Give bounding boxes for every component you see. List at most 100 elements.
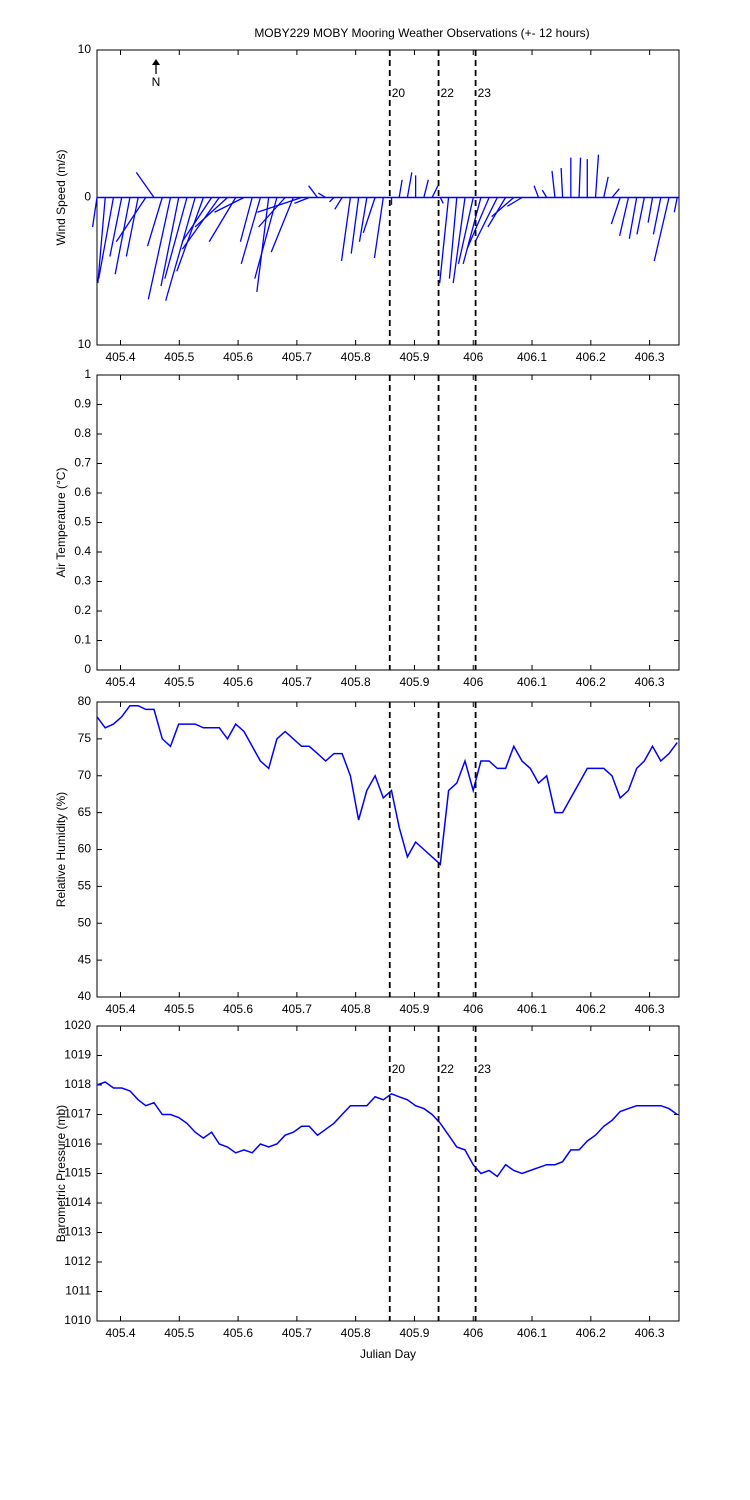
wind-stick	[457, 197, 474, 265]
x-tick-label: 406.1	[517, 1002, 547, 1016]
wind-stick	[491, 197, 515, 218]
y-tick-label: 0.5	[74, 515, 91, 529]
x-tick-label: 405.7	[282, 1002, 312, 1016]
wind-stick	[176, 197, 205, 272]
y-tick-label: 1018	[64, 1077, 91, 1091]
wind-stick	[373, 197, 384, 259]
x-tick-label: 405.4	[105, 1326, 135, 1340]
north-label: N	[152, 75, 161, 89]
wind-stick	[97, 197, 106, 284]
wind-stick	[439, 197, 444, 204]
y-axis-label: Relative Humidity (%)	[54, 792, 68, 907]
wind-stick	[506, 196, 523, 207]
x-tick-label: 405.9	[399, 1326, 429, 1340]
wind-stick	[610, 197, 621, 225]
x-tick-label: 406.3	[635, 675, 665, 689]
x-tick-label: 405.8	[341, 1002, 371, 1016]
wind-stick	[636, 197, 645, 235]
wind-stick	[194, 197, 228, 228]
wind-stick	[114, 197, 131, 275]
wind-stick	[439, 197, 450, 284]
y-tick-label: 1013	[64, 1225, 91, 1239]
wind-stick	[466, 197, 490, 250]
wind-stick	[652, 197, 662, 235]
wind-stick	[406, 172, 413, 198]
y-tick-label: 45	[78, 952, 92, 966]
wind-stick	[448, 197, 458, 279]
wind-stick	[578, 157, 582, 198]
wind-stick	[165, 197, 196, 301]
y-tick-label: 0.2	[74, 603, 91, 617]
y-tick-label: 1016	[64, 1136, 91, 1150]
event-label: 23	[478, 86, 492, 100]
y-tick-label: 75	[78, 731, 92, 745]
x-tick-label: 405.4	[105, 1002, 135, 1016]
wind-stick	[452, 197, 466, 284]
x-tick-label: 405.9	[399, 350, 429, 364]
wind-stick	[98, 197, 115, 279]
wind-stick	[135, 172, 155, 198]
x-tick-label: 406.3	[635, 350, 665, 364]
x-tick-label: 406.1	[517, 1326, 547, 1340]
wind-stick	[91, 197, 98, 228]
y-tick-label: 0.7	[74, 456, 91, 470]
wind-stick	[109, 197, 123, 257]
y-tick-label: 0.8	[74, 426, 91, 440]
wind-stick	[462, 197, 482, 265]
x-tick-label: 405.4	[105, 350, 135, 364]
y-tick-label: 0.1	[74, 633, 91, 647]
y-tick-label: 55	[78, 879, 92, 893]
x-tick-label: 405.5	[164, 675, 194, 689]
wind-stick	[317, 192, 327, 199]
wind-stick	[208, 197, 237, 243]
wind-stick	[560, 167, 564, 198]
x-tick-label: 405.6	[223, 1002, 253, 1016]
wind-stick	[125, 197, 139, 257]
y-axis-label: Barometric Pressure (mb)	[54, 1105, 68, 1242]
wind-stick	[146, 197, 163, 247]
chart-title: MOBY229 MOBY Mooring Weather Observation…	[254, 26, 589, 40]
wind-stick	[147, 197, 172, 300]
wind-stick	[350, 197, 360, 254]
x-tick-label: 405.5	[164, 350, 194, 364]
plot-area	[96, 374, 680, 671]
wind-stick	[160, 197, 180, 287]
x-tick-label: 406.1	[517, 350, 547, 364]
data-line	[96, 1081, 678, 1178]
wind-stick	[240, 197, 262, 265]
event-label: 20	[392, 1062, 406, 1076]
wind-stick	[294, 196, 310, 205]
y-tick-label: 60	[78, 842, 92, 856]
y-tick-label: 1019	[64, 1048, 91, 1062]
wind-stick	[239, 197, 253, 242]
wind-stick	[164, 197, 188, 279]
data-line	[96, 704, 678, 866]
x-tick-label: 405.9	[399, 675, 429, 689]
event-label: 20	[392, 86, 406, 100]
y-tick-label: 1014	[64, 1195, 91, 1209]
x-tick-label: 406	[463, 350, 483, 364]
wind-stick	[474, 197, 498, 243]
wind-stick	[673, 197, 678, 213]
event-label: 22	[441, 1062, 455, 1076]
wind-stick	[257, 196, 302, 213]
x-tick-label: 406.2	[576, 350, 606, 364]
wind-stick	[647, 197, 654, 223]
wind-stick	[611, 188, 620, 198]
x-tick-label: 406.2	[576, 1002, 606, 1016]
wind-stick	[270, 197, 294, 253]
y-tick-label: 1011	[65, 1284, 91, 1298]
x-tick-label: 405.9	[399, 1002, 429, 1016]
x-tick-label: 406.2	[576, 675, 606, 689]
y-tick-label: 65	[78, 805, 92, 819]
x-tick-label: 405.8	[341, 350, 371, 364]
wind-stick	[258, 197, 286, 228]
x-tick-label: 405.7	[282, 675, 312, 689]
y-tick-label: 10	[78, 337, 92, 351]
event-label: 23	[478, 1062, 492, 1076]
wind-stick	[398, 179, 403, 198]
x-tick-label: 406.3	[635, 1326, 665, 1340]
wind-stick	[329, 197, 335, 203]
wind-stick	[340, 197, 352, 262]
